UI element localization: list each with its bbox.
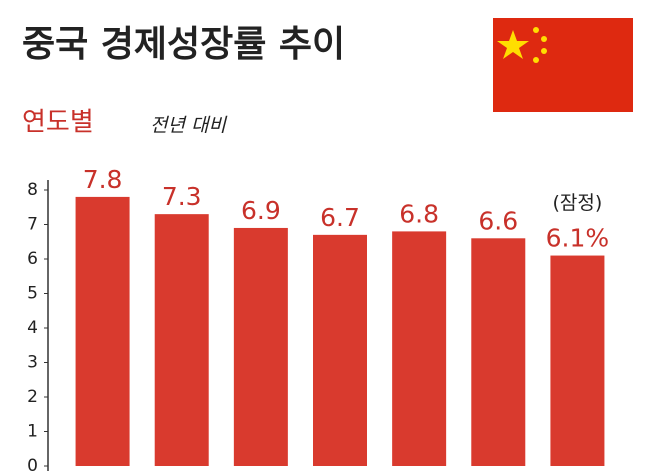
flag-star xyxy=(533,57,539,63)
chart-title: 중국 경제성장률 추이 xyxy=(22,24,345,65)
y-tick-label: 2 xyxy=(27,387,38,407)
bar xyxy=(392,231,447,466)
value-label: 6.1% xyxy=(546,224,610,253)
value-label: 6.7 xyxy=(320,203,360,232)
y-tick-label: 8 xyxy=(27,180,38,200)
flag xyxy=(493,18,633,112)
flag-field xyxy=(493,18,633,112)
y-tick-label: 1 xyxy=(27,422,38,442)
y-tick-label: 4 xyxy=(27,318,38,338)
flag-star xyxy=(541,48,547,54)
bar xyxy=(154,214,209,466)
value-label: 7.8 xyxy=(83,165,123,194)
annotation: (잠정) xyxy=(553,192,603,214)
value-label: 6.8 xyxy=(399,199,439,228)
y-tick-label: 6 xyxy=(27,249,38,269)
bar xyxy=(313,234,367,466)
value-label: 7.3 xyxy=(162,182,202,211)
value-label: 6.6 xyxy=(478,206,518,235)
bar xyxy=(471,238,526,466)
chart-subtitle: 연도별 xyxy=(22,108,94,138)
y-tick-label: 0 xyxy=(27,456,38,471)
y-tick-label: 5 xyxy=(27,284,38,304)
bar xyxy=(233,227,288,466)
y-tick-label: 3 xyxy=(27,353,38,373)
value-label: 6.9 xyxy=(241,196,281,225)
flag-star xyxy=(533,27,539,33)
bar xyxy=(75,196,130,466)
y-tick-label: 7 xyxy=(27,215,38,235)
flag-star xyxy=(497,30,529,59)
unit-note: 전년 대비 xyxy=(150,115,227,137)
flag-star xyxy=(541,36,547,42)
bar xyxy=(550,255,605,466)
